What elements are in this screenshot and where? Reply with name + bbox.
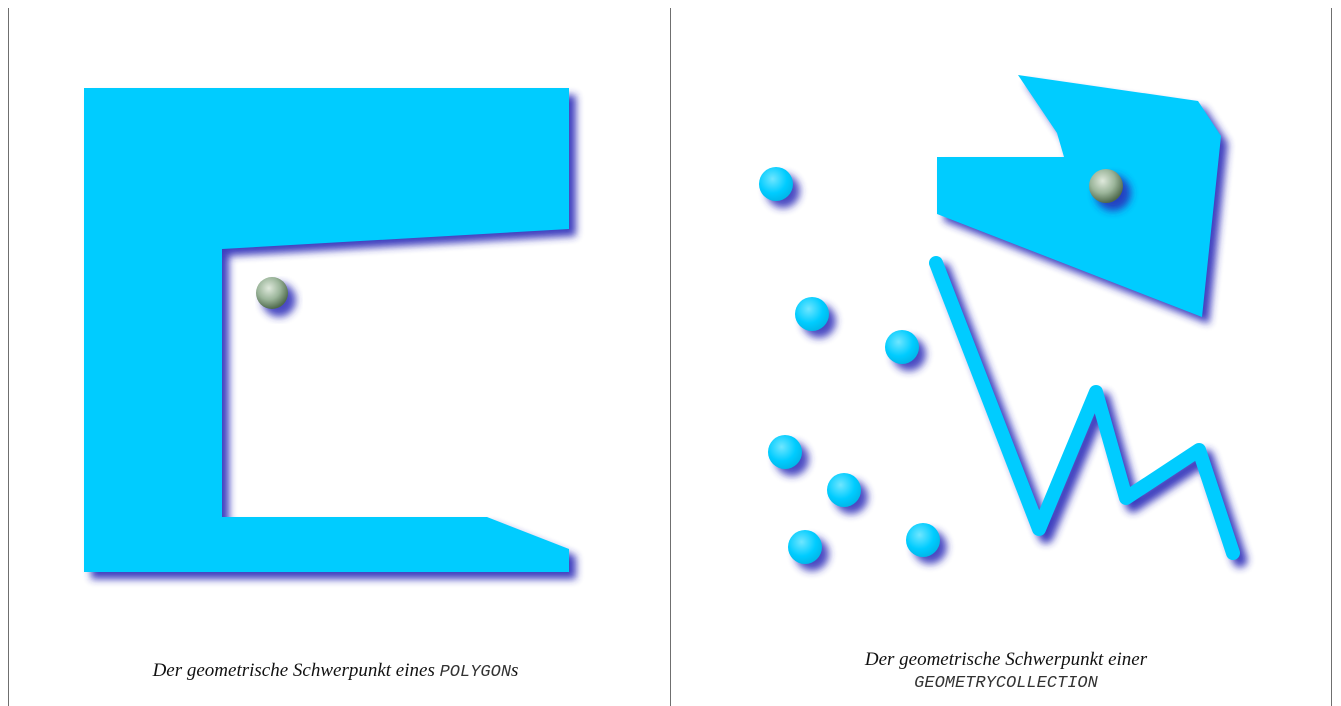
geometrycollection-figure-panel: Der geometrische Schwerpunkt einer GEOME… bbox=[671, 0, 1341, 706]
geometrycollection-illustration bbox=[759, 75, 1248, 571]
collection-point bbox=[768, 435, 802, 469]
polygon-caption-text: Der geometrische Schwerpunkt eines bbox=[152, 660, 440, 681]
collection-point bbox=[885, 330, 919, 364]
polygon-caption-suffix: s bbox=[511, 660, 519, 681]
polygon-caption: Der geometrische Schwerpunkt eines POLYG… bbox=[0, 659, 671, 685]
collection-linestring bbox=[929, 256, 1240, 560]
collection-point bbox=[906, 523, 940, 557]
center-divider-line bbox=[670, 8, 671, 706]
polygon-figure-panel: Der geometrische Schwerpunkt eines POLYG… bbox=[0, 88, 671, 685]
left-border-line bbox=[8, 8, 9, 706]
collection-points bbox=[759, 167, 940, 564]
polygon-shape bbox=[84, 88, 569, 572]
collection-point bbox=[827, 473, 861, 507]
collection-polygon-shape bbox=[937, 75, 1221, 317]
geometrycollection-caption-text: Der geometrische Schwerpunkt einer bbox=[864, 649, 1148, 670]
polygon-illustration bbox=[84, 88, 576, 579]
collection-point bbox=[795, 297, 829, 331]
geometrycollection-caption: Der geometrische Schwerpunkt einer GEOME… bbox=[671, 648, 1341, 696]
collection-point bbox=[788, 530, 822, 564]
geometrycollection-caption-code: GEOMETRYCOLLECTION bbox=[914, 674, 1098, 693]
polygon-centroid-point bbox=[256, 277, 288, 309]
geometrycollection-centroid-point bbox=[1089, 169, 1123, 203]
collection-point bbox=[759, 167, 793, 201]
polygon-caption-code: POLYGON bbox=[439, 663, 512, 682]
collection-points-shadows bbox=[766, 174, 947, 571]
right-border-line bbox=[1331, 8, 1332, 706]
